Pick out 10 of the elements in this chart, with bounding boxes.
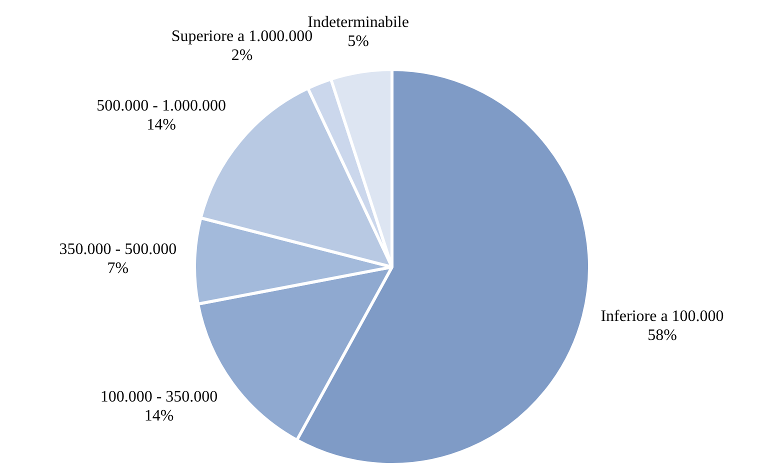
slice-label: 500.000 - 1.000.000 <box>96 97 226 114</box>
slice-label: 350.000 - 500.000 <box>59 241 177 258</box>
data-label: 5% <box>348 33 369 50</box>
data-label: 2% <box>231 46 253 64</box>
data-label: 58% <box>648 326 677 344</box>
data-label: 14% <box>144 407 174 424</box>
data-label: 7% <box>107 260 129 278</box>
data-label: 14% <box>146 116 176 134</box>
slice-label: Inferiore a 100.000 <box>600 308 724 325</box>
slice-label: 100.000 - 350.000 <box>100 388 218 406</box>
